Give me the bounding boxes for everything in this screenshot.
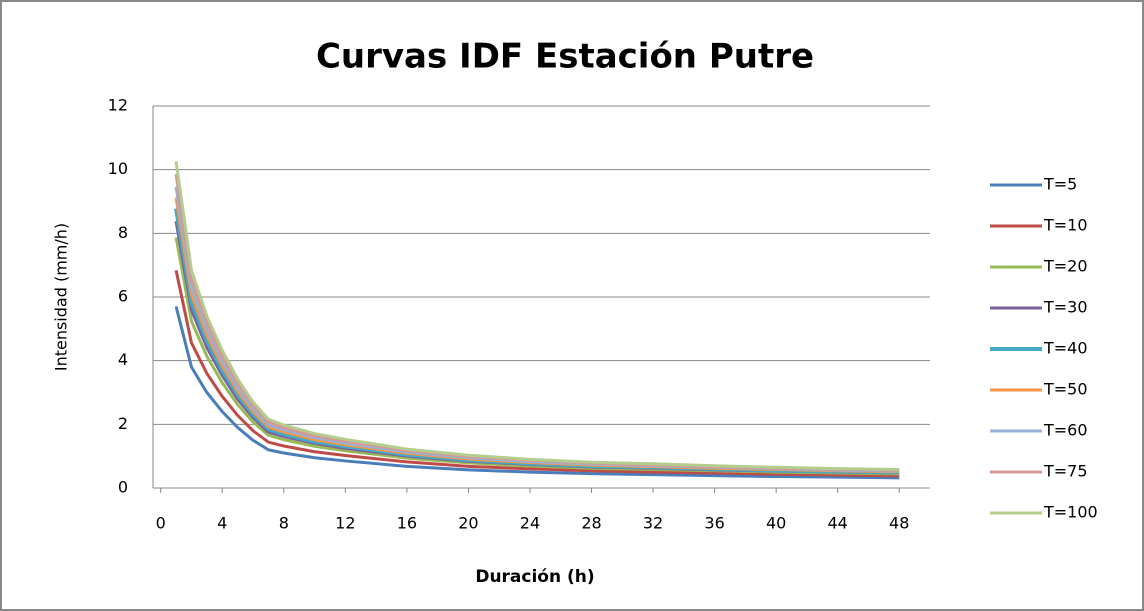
x-axis-label: Duración (h) bbox=[475, 567, 594, 587]
y-tick-label: 12 bbox=[108, 96, 128, 115]
x-tick-label: 24 bbox=[520, 514, 540, 533]
chart-title: Curvas IDF Estación Putre bbox=[316, 37, 814, 77]
y-axis-label: Intensidad (mm/h) bbox=[52, 223, 71, 371]
x-tick-label: 16 bbox=[397, 514, 417, 533]
y-tick-label: 2 bbox=[118, 414, 128, 433]
x-tick-label: 44 bbox=[828, 514, 848, 533]
legend-label: T=75 bbox=[1043, 462, 1088, 481]
x-tick-label: 36 bbox=[704, 514, 724, 533]
y-tick-label: 4 bbox=[118, 350, 128, 369]
y-tick-label: 8 bbox=[118, 223, 128, 242]
y-tick-label: 0 bbox=[118, 478, 128, 497]
x-tick-label: 28 bbox=[581, 514, 601, 533]
x-tick-label: 0 bbox=[156, 514, 166, 533]
legend-label: T=50 bbox=[1043, 380, 1088, 399]
x-tick-label: 40 bbox=[766, 514, 786, 533]
series-line bbox=[174, 306, 900, 480]
x-tick-label: 32 bbox=[643, 514, 663, 533]
legend-label: T=5 bbox=[1043, 175, 1077, 194]
x-tick-label: 4 bbox=[217, 514, 227, 533]
legend-label: T=20 bbox=[1043, 257, 1088, 276]
series-line bbox=[174, 269, 900, 478]
series-line bbox=[174, 161, 900, 472]
y-tick-label: 10 bbox=[108, 159, 128, 178]
legend-label: T=100 bbox=[1043, 503, 1098, 522]
legend-label: T=60 bbox=[1043, 421, 1088, 440]
x-tick-label: 12 bbox=[335, 514, 355, 533]
x-tick-label: 20 bbox=[458, 514, 478, 533]
x-tick-label: 48 bbox=[889, 514, 909, 533]
legend-label: T=10 bbox=[1043, 216, 1088, 235]
legend-label: T=40 bbox=[1043, 339, 1088, 358]
y-tick-label: 6 bbox=[118, 287, 128, 306]
legend-label: T=30 bbox=[1043, 298, 1088, 317]
x-tick-label: 8 bbox=[279, 514, 289, 533]
